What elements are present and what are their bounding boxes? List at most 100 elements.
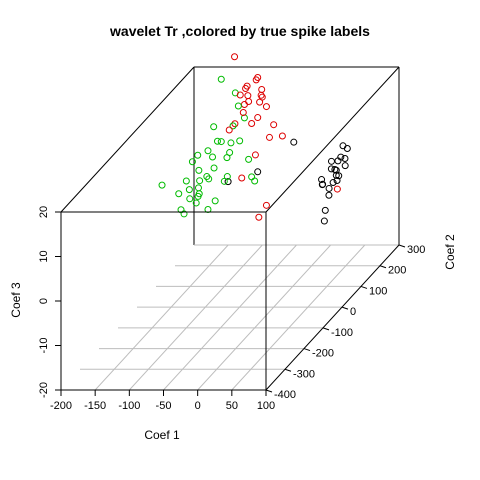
point-green: [229, 122, 237, 130]
grid-line: [128, 244, 263, 391]
y-tick-label: 0: [350, 306, 356, 318]
x-tick-label: 0: [195, 400, 201, 412]
point-black: [341, 162, 349, 170]
x-tick-label: 100: [257, 400, 275, 412]
y-tick: [284, 368, 292, 372]
point-green: [248, 173, 256, 181]
grid-line: [231, 244, 366, 391]
point-black: [334, 157, 342, 165]
y-axis-label: Coef 2: [443, 234, 457, 270]
point-green: [251, 177, 259, 185]
point-green: [220, 177, 228, 185]
point-red: [225, 126, 233, 134]
axis-ticks: [55, 211, 406, 396]
point-black: [341, 155, 349, 163]
point-green: [209, 153, 217, 161]
point-green: [245, 155, 253, 163]
box-front-edges: [60, 66, 400, 391]
y-tick: [398, 244, 406, 248]
point-red: [244, 92, 252, 100]
point-black: [332, 171, 340, 179]
point-green: [188, 158, 196, 166]
point-black: [333, 176, 341, 184]
point-green: [223, 173, 231, 181]
point-green: [186, 195, 194, 203]
x-axis-label: Coef 1: [144, 428, 180, 442]
point-red: [238, 174, 246, 182]
z-tick-label: 10: [38, 250, 50, 262]
point-green: [226, 149, 234, 157]
point-black: [318, 176, 326, 184]
x-tick-label: 50: [226, 400, 238, 412]
point-green: [180, 210, 188, 218]
point-green: [158, 181, 166, 189]
point-green: [236, 137, 244, 145]
point-red: [240, 101, 248, 109]
point-red: [251, 151, 259, 159]
point-green: [203, 173, 211, 181]
point-green: [195, 190, 203, 198]
box-edge: [60, 66, 195, 213]
y-tick-label: 100: [369, 285, 387, 297]
point-green: [195, 166, 203, 174]
point-green: [211, 197, 219, 205]
x-tick-label: -100: [118, 400, 140, 412]
box-back-edges: [60, 66, 399, 245]
point-red: [262, 201, 270, 209]
y-tick-label: 200: [388, 265, 406, 277]
point-black: [325, 184, 333, 192]
point-red: [254, 114, 262, 122]
y-tick: [341, 306, 349, 310]
point-green: [196, 177, 204, 185]
box-edge: [265, 66, 400, 213]
x-tick-label: -200: [50, 400, 72, 412]
y-tick: [265, 389, 273, 393]
z-axis-label: Coef 3: [9, 282, 23, 318]
point-red: [254, 74, 262, 82]
grid-line: [163, 244, 297, 391]
point-black: [320, 217, 328, 225]
point-red: [258, 86, 266, 94]
z-tick-label: -10: [38, 338, 50, 354]
point-black: [254, 168, 262, 176]
point-green: [210, 123, 218, 131]
point-red: [236, 91, 244, 99]
point-green: [194, 151, 202, 159]
y-tick: [379, 265, 387, 269]
point-red: [245, 98, 253, 106]
point-red: [248, 119, 256, 127]
x-tick-label: -150: [84, 400, 106, 412]
z-tick-label: 20: [38, 206, 50, 218]
point-green: [204, 147, 212, 155]
point-red: [258, 93, 266, 101]
z-tick-label: 0: [38, 298, 50, 304]
point-green: [182, 177, 190, 185]
point-green: [234, 102, 242, 110]
grid-line: [197, 244, 332, 391]
point-red: [333, 185, 341, 193]
y-tick-label: -100: [331, 327, 353, 339]
axis-tick-labels: -200 -150 -100 -50 0 50 100-400-300-200-100010…: [38, 206, 425, 412]
point-green: [175, 190, 183, 198]
point-black: [339, 142, 347, 150]
point-red: [270, 121, 278, 129]
grid-line: [94, 244, 229, 391]
floor-grid: [80, 244, 399, 391]
point-red: [239, 108, 247, 116]
point-black: [325, 191, 333, 199]
point-black: [224, 178, 232, 186]
point-red: [265, 133, 273, 141]
point-black: [335, 172, 343, 180]
point-black: [329, 179, 337, 187]
y-tick-label: -300: [293, 368, 315, 380]
point-black: [319, 180, 327, 188]
point-red: [243, 82, 251, 90]
point-green: [194, 184, 202, 192]
box-edge: [265, 244, 400, 391]
point-green: [217, 138, 225, 146]
point-red: [278, 132, 286, 140]
y-tick: [303, 348, 311, 352]
point-green: [210, 164, 218, 172]
point-green: [227, 139, 235, 147]
point-black: [332, 166, 340, 174]
